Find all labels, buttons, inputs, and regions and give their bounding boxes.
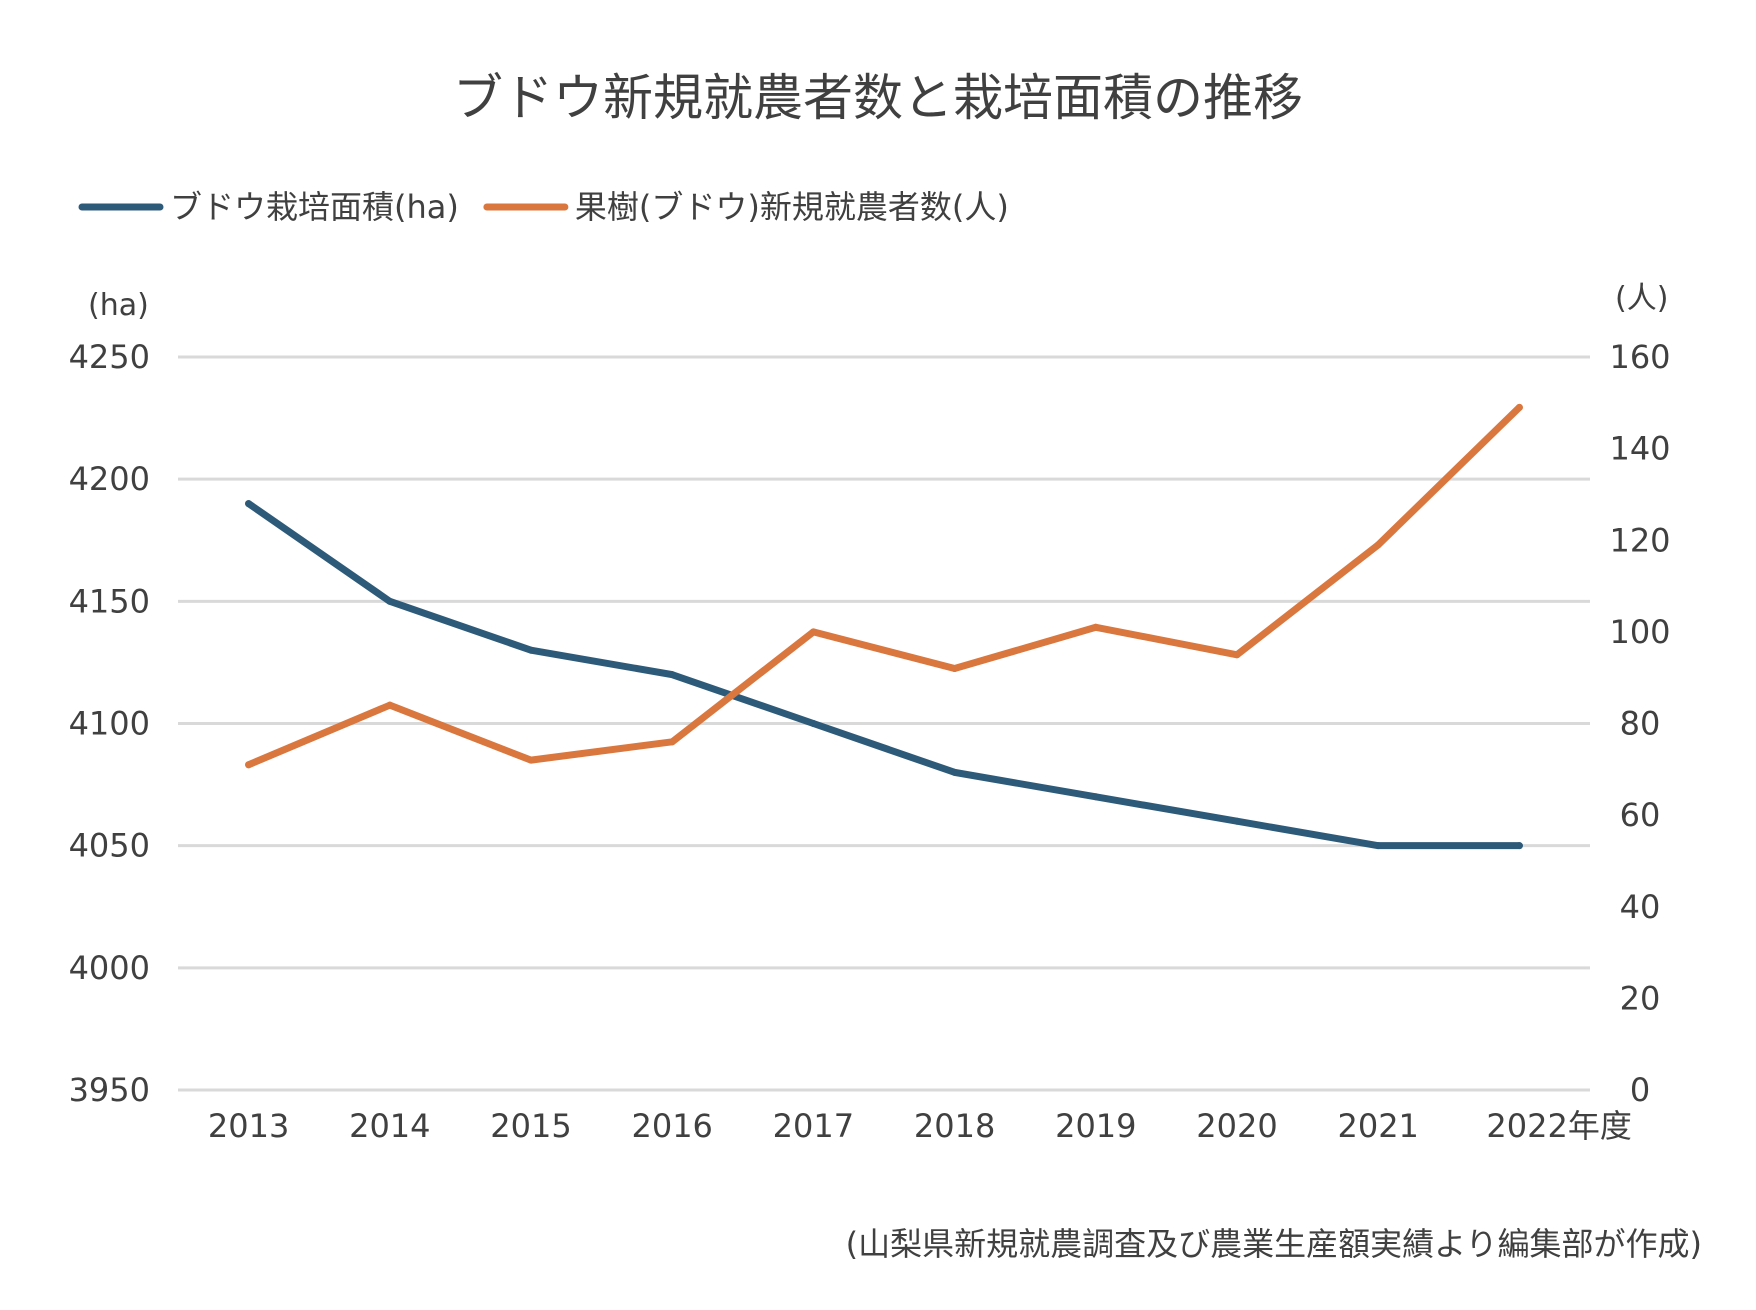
source-note: (山梨県新規就農調査及び農業生産額実績より編集部が作成) <box>846 1225 1702 1263</box>
data-point-0 <box>1233 817 1241 825</box>
data-point-1 <box>1374 541 1382 549</box>
data-point-1 <box>1233 651 1241 659</box>
legend-label: 果樹(ブドウ)新規就農者数(人) <box>575 188 1009 226</box>
data-point-0 <box>527 646 535 654</box>
x-tick-label: 2014 <box>349 1107 430 1145</box>
left-tick-label: 4100 <box>69 705 150 743</box>
right-tick-label: 80 <box>1620 705 1661 743</box>
right-tick-label: 140 <box>1609 430 1670 468</box>
left-tick-label: 4200 <box>69 460 150 498</box>
series-line-0 <box>245 500 1523 850</box>
x-axis-ticks: 2013 2014 2015 2016 2017 2018 2019 2020 2021 2022… <box>208 1107 1632 1145</box>
right-axis-ticks: 0 20 40 60 80 100 120 140 160 <box>1609 338 1670 1109</box>
x-tick-label: 2015 <box>490 1107 571 1145</box>
data-point-0 <box>245 500 253 508</box>
x-tick-label: 2020 <box>1196 1107 1277 1145</box>
x-tick-label: 2022年度 <box>1486 1107 1631 1145</box>
right-tick-label: 40 <box>1620 888 1661 926</box>
x-tick-label: 2021 <box>1337 1107 1418 1145</box>
right-tick-label: 0 <box>1630 1071 1650 1109</box>
left-axis-unit: (ha) <box>88 288 149 323</box>
x-tick-label: 2016 <box>631 1107 712 1145</box>
data-point-1 <box>386 701 394 709</box>
data-point-1 <box>951 665 959 673</box>
left-axis-ticks: 3950 4000 4050 4100 4150 4200 4250 <box>69 338 150 1109</box>
right-tick-label: 120 <box>1609 521 1670 559</box>
left-tick-label: 4050 <box>69 827 150 865</box>
data-point-0 <box>386 597 394 605</box>
right-tick-label: 60 <box>1620 796 1661 834</box>
right-axis-unit: (人) <box>1615 281 1668 316</box>
series-lines <box>245 403 1523 850</box>
data-point-1 <box>1515 403 1523 411</box>
chart-title: ブドウ新規就農者数と栽培面積の推移 <box>453 69 1303 127</box>
gridlines <box>178 355 1590 1092</box>
x-tick-label: 2017 <box>773 1107 854 1145</box>
data-point-0 <box>809 720 817 727</box>
data-point-0 <box>951 768 959 776</box>
left-tick-label: 4000 <box>69 949 150 987</box>
data-point-0 <box>1092 793 1100 801</box>
data-point-1 <box>1092 623 1100 631</box>
series-line-1 <box>245 403 1523 769</box>
x-tick-label: 2013 <box>208 1107 289 1145</box>
data-point-1 <box>245 761 253 769</box>
data-point-0 <box>1515 842 1523 850</box>
data-point-1 <box>527 756 535 764</box>
right-tick-label: 160 <box>1609 338 1670 376</box>
left-tick-label: 3950 <box>69 1071 150 1109</box>
data-point-0 <box>668 671 676 679</box>
left-tick-label: 4150 <box>69 582 150 620</box>
data-point-1 <box>668 738 676 746</box>
data-point-0 <box>1374 842 1382 850</box>
data-point-1 <box>809 628 817 636</box>
legend-label: ブドウ栽培面積(ha) <box>170 188 459 226</box>
right-tick-label: 100 <box>1609 613 1670 651</box>
right-tick-label: 20 <box>1620 979 1661 1017</box>
left-tick-label: 4250 <box>69 338 150 376</box>
legend: ブドウ栽培面積(ha) 果樹(ブドウ)新規就農者数(人) <box>78 188 1009 226</box>
x-tick-label: 2018 <box>914 1107 995 1145</box>
x-tick-label: 2019 <box>1055 1107 1136 1145</box>
